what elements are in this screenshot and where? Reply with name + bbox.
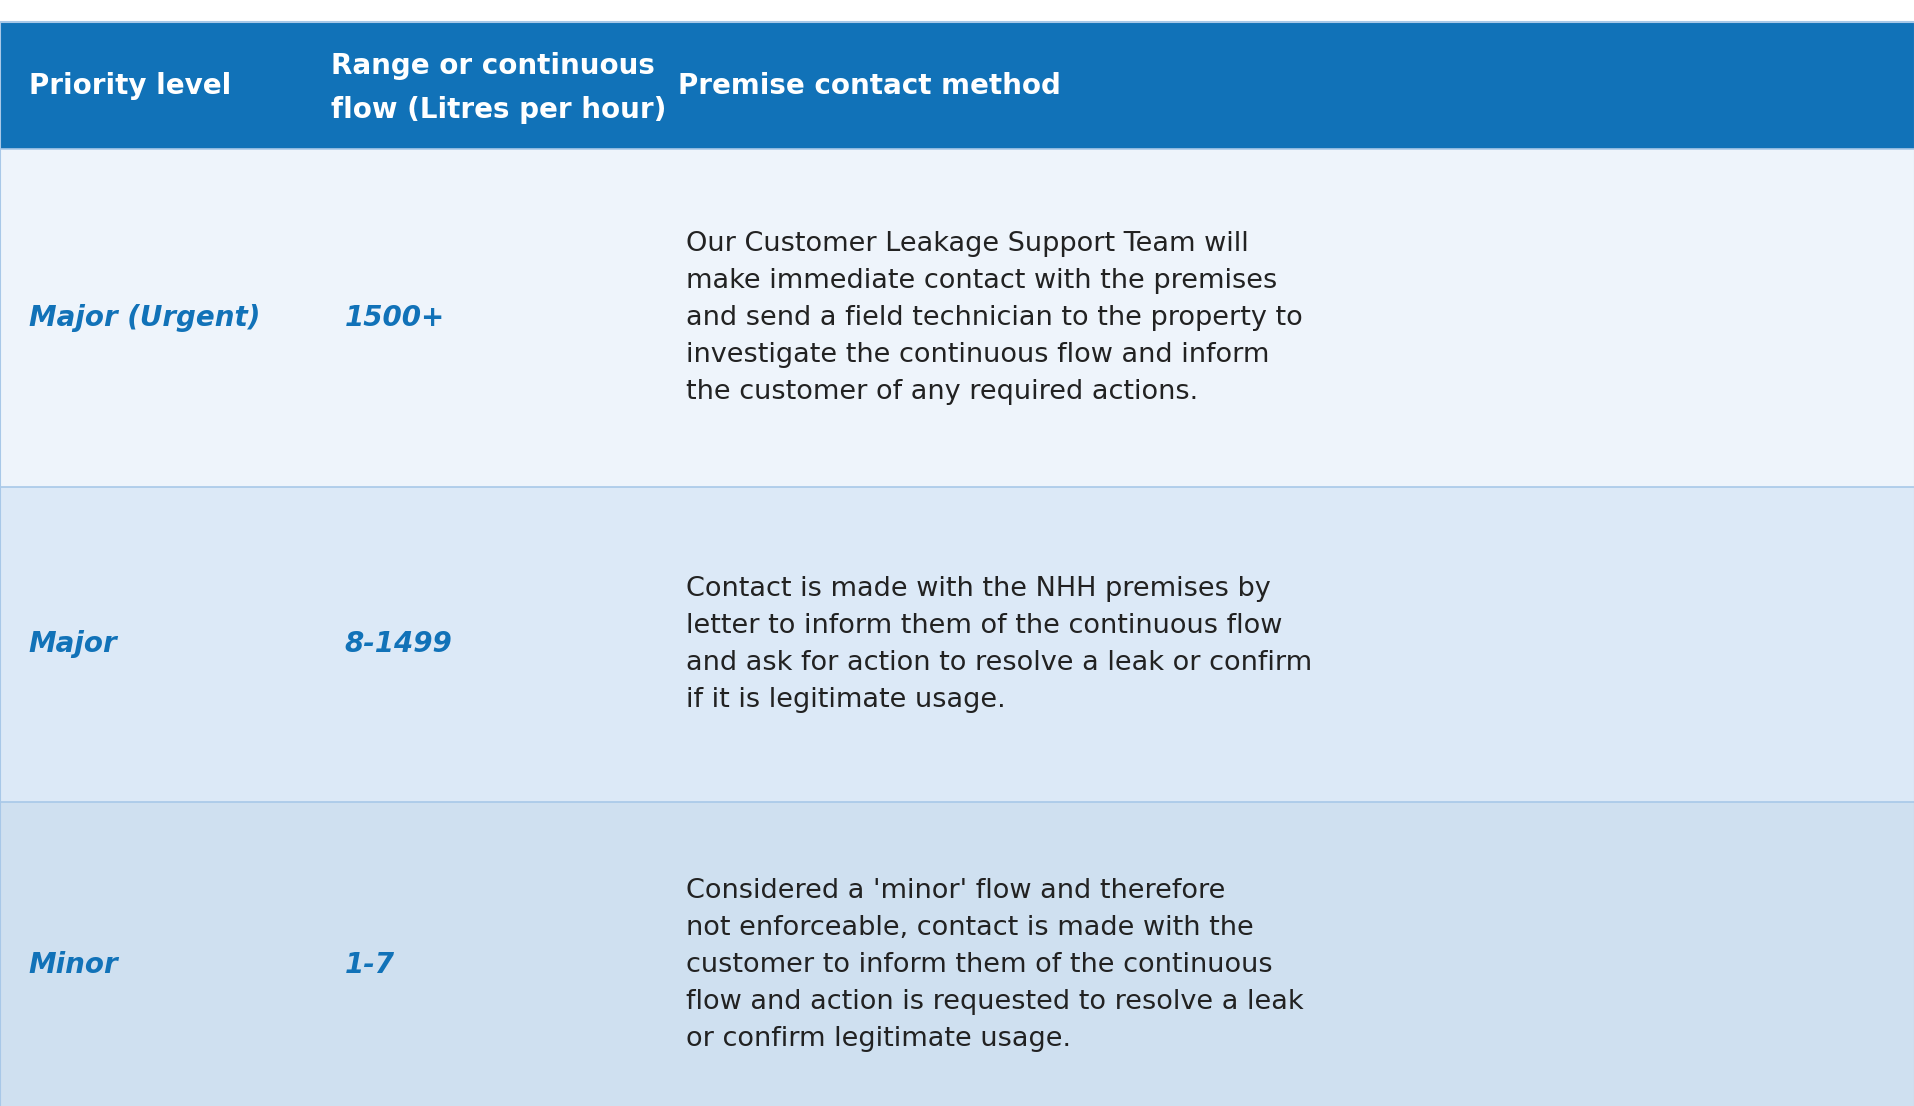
- Text: 1-7: 1-7: [345, 951, 394, 979]
- Text: Major (Urgent): Major (Urgent): [29, 304, 260, 332]
- Text: Contact is made with the NHH premises by
letter to inform them of the continuous: Contact is made with the NHH premises by…: [685, 576, 1311, 712]
- Text: Minor: Minor: [29, 951, 119, 979]
- Bar: [0, 149, 1914, 487]
- Text: Range or continuous: Range or continuous: [331, 52, 655, 80]
- Text: 8-1499: 8-1499: [345, 630, 452, 658]
- Text: Considered a 'minor' flow and therefore
not enforceable, contact is made with th: Considered a 'minor' flow and therefore …: [685, 878, 1303, 1052]
- Text: flow (Litres per hour): flow (Litres per hour): [331, 96, 666, 124]
- Text: Major: Major: [29, 630, 117, 658]
- Bar: [0, 802, 1914, 1106]
- Text: Premise contact method: Premise contact method: [678, 72, 1060, 100]
- Text: 1500+: 1500+: [345, 304, 444, 332]
- Text: Our Customer Leakage Support Team will
make immediate contact with the premises
: Our Customer Leakage Support Team will m…: [685, 231, 1302, 405]
- Text: Priority level: Priority level: [29, 72, 232, 100]
- Bar: [0, 487, 1914, 802]
- Bar: [0, 22, 1914, 149]
